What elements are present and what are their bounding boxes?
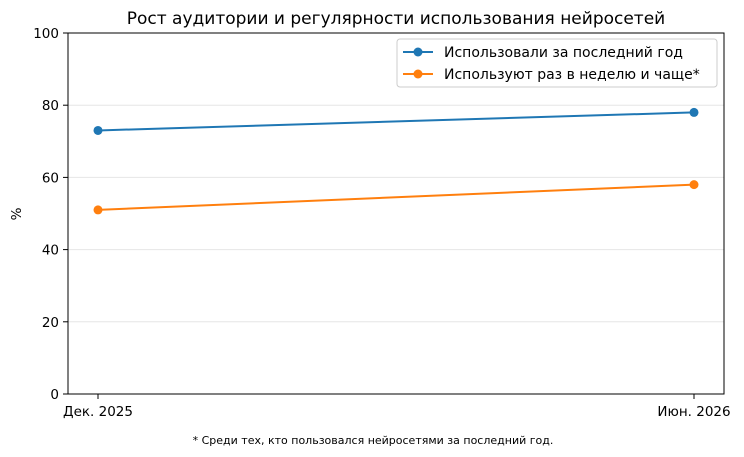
legend-label: Использовали за последний год: [444, 45, 683, 61]
footnote: * Среди тех, кто пользовался нейросетями…: [193, 434, 554, 447]
chart-title: Рост аудитории и регулярности использова…: [127, 9, 665, 29]
y-tick-label: 40: [42, 243, 59, 259]
legend-swatch-marker: [413, 47, 423, 57]
plot-area: [93, 107, 699, 215]
plot-frame: [67, 32, 725, 395]
data-point: [689, 107, 699, 117]
x-tick-label: Дек. 2025: [63, 404, 133, 420]
x-tick-label: Июн. 2026: [657, 404, 730, 420]
legend-swatch-marker: [413, 69, 423, 79]
series-line: [97, 183, 695, 211]
series-line: [97, 111, 695, 132]
grid-lines: [68, 104, 724, 323]
y-tick-label: 20: [42, 315, 59, 331]
y-axis-label: %: [9, 207, 25, 220]
x-axis: Дек. 2025 Июн. 2026: [63, 394, 731, 420]
legend-box: [396, 38, 718, 88]
data-point: [93, 205, 103, 215]
legend-label: Используют раз в неделю и чаще*: [444, 67, 700, 83]
y-axis: 0 20 40 60 80 100: [33, 26, 68, 403]
data-point: [689, 180, 699, 190]
y-tick-label: 0: [50, 387, 59, 403]
y-tick-label: 60: [42, 170, 59, 186]
data-point: [93, 125, 103, 135]
y-tick-label: 80: [42, 98, 59, 114]
legend: Использовали за последний год Используют …: [396, 38, 718, 88]
y-tick-label: 100: [33, 26, 59, 42]
